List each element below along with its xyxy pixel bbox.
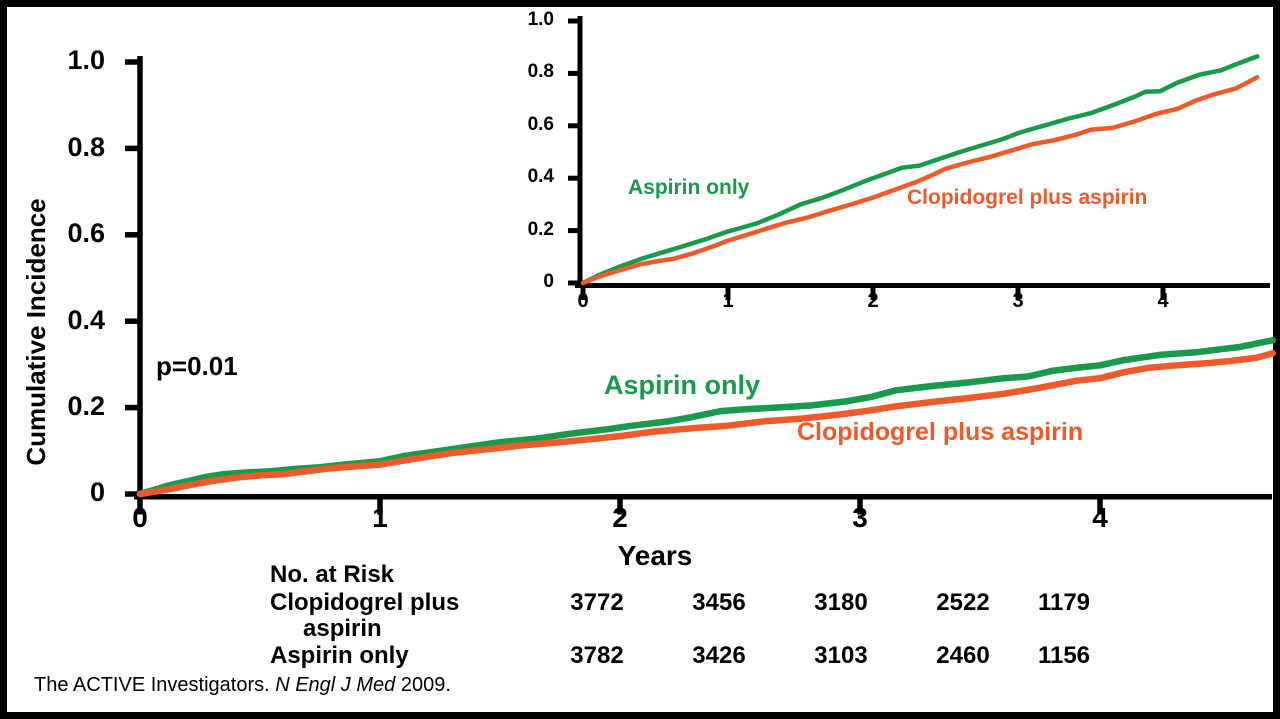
citation-journal: N Engl J Med [275,674,396,696]
main-x-tick-label-1: 1 [372,502,388,533]
inset-x-tick-label-3: 3 [1012,290,1024,312]
risk-value-row1-col1: 3426 [692,642,746,669]
main-x-tick-label-4: 4 [1092,502,1108,533]
citation-year: 2009. [395,674,451,696]
inset-y-tick-label-0.2: 0.2 [527,218,554,240]
risk-value-row0-col2: 3180 [814,589,868,616]
risk-value-row0-col4: 1179 [1037,589,1091,616]
main-y-tick-label-0.4: 0.4 [67,304,105,335]
risk-row-clopidogrel-label-line2: aspirin [303,615,382,642]
inset-y-tick-label-0.6: 0.6 [527,113,554,135]
citation-authors: The ACTIVE Investigators. [34,674,276,696]
inset-x-tick-label-4: 4 [1157,290,1169,312]
main-x-tick-label-0: 0 [132,502,148,533]
main-aspirin-only-label: Aspirin only [604,370,761,400]
main-x-tick-label-3: 3 [852,502,868,533]
inset-aspirin-only-label: Aspirin only [628,176,750,199]
main-x-axis-title: Years [617,540,693,571]
inset-curve-clopidogrel-plus-aspirin [580,75,1260,286]
main-clopidogrel-label: Clopidogrel plus aspirin [797,418,1084,446]
risk-value-row0-col0: 3772 [570,589,624,616]
risk-value-row1-col0: 3782 [570,642,624,669]
risk-value-row0-col1: 3456 [692,589,746,616]
main-x-tick-label-2: 2 [612,502,628,533]
main-y-tick-label-0.6: 0.6 [67,218,105,249]
main-y-tick-label-0.2: 0.2 [67,390,105,421]
risk-value-row1-col4: 1156 [1037,642,1091,669]
risk-value-row1-col2: 3103 [814,642,868,669]
main-y-tick-label-1.0: 1.0 [67,45,105,76]
inset-y-tick-label-0.4: 0.4 [527,166,554,188]
main-curve-clopidogrel-plus-aspirin [136,349,1277,498]
inset-y-tick-label-0.8: 0.8 [527,61,554,83]
inset-x-tick-label-0: 0 [577,290,589,312]
risk-row-aspirin-label: Aspirin only [270,642,409,669]
risk-row-clopidogrel-label: Clopidogrel plus [270,589,460,616]
inset-x-tick-label-2: 2 [867,290,879,312]
main-y-tick-label-0.8: 0.8 [67,131,105,162]
inset-clopidogrel-label: Clopidogrel plus aspirin [907,186,1148,209]
inset-y-tick-label-1.0: 1.0 [527,8,554,30]
risk-table-heading: No. at Risk [270,561,395,588]
citation: The ACTIVE Investigators. N Engl J Med 2… [34,674,451,697]
risk-value-row0-col3: 2522 [936,589,990,616]
main-y-axis-title: Cumulative Incidence [21,198,51,466]
risk-value-row1-col3: 2460 [936,642,990,669]
inset-curve-aspirin-only [580,54,1260,286]
inset-y-tick-label-0: 0 [543,270,554,292]
main-y-tick-label-0: 0 [89,477,105,508]
p-value-annotation: p=0.01 [156,351,238,381]
inset-x-tick-label-1: 1 [722,290,734,312]
main-curve-aspirin-only [136,336,1277,498]
